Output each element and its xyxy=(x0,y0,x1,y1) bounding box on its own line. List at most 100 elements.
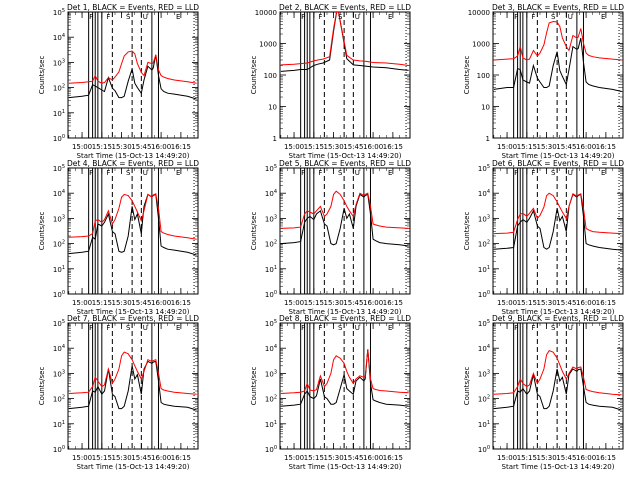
y-tick-label: 105 xyxy=(265,164,277,173)
x-tick-label: 16:00 xyxy=(151,299,171,307)
annotation-label: F xyxy=(106,324,110,332)
y-tick-label: 100 xyxy=(477,72,490,80)
annotation-label: S xyxy=(338,169,343,177)
panel-title: Det 1, BLACK = Events, RED = LLD xyxy=(67,3,199,12)
x-tick-label: 15:30 xyxy=(111,299,131,307)
annotation-label: P xyxy=(301,13,305,21)
x-tick-label: 15:15 xyxy=(517,299,537,307)
y-tick-label: 104 xyxy=(265,344,277,353)
x-tick-label: 15:15 xyxy=(304,143,324,151)
annotation-label: P xyxy=(301,324,305,332)
y-tick-label: 102 xyxy=(53,240,65,249)
y-axis-label: Counts/sec xyxy=(250,367,258,406)
x-tick-label: 16:15 xyxy=(596,454,616,462)
panel-title: Det 3, BLACK = Events, RED = LLD xyxy=(492,3,624,12)
events-series-line xyxy=(68,54,197,100)
plot-frame xyxy=(67,11,199,139)
events-series-line xyxy=(493,193,622,251)
x-tick-label: 15:15 xyxy=(517,454,537,462)
panel-title: Det 5, BLACK = Events, RED = LLD xyxy=(279,159,411,168)
y-tick-label: 1 xyxy=(273,135,277,143)
x-tick-label: 15:15 xyxy=(304,299,324,307)
lld-series-line xyxy=(68,351,197,395)
plot-frame xyxy=(67,322,199,450)
y-tick-label: 104 xyxy=(53,189,65,198)
y-tick-label: 103 xyxy=(53,58,65,67)
y-tick-label: 10000 xyxy=(468,9,490,17)
y-axis-label: Counts/sec xyxy=(463,56,471,95)
annotation-label: S xyxy=(126,324,131,332)
y-tick-label: 104 xyxy=(53,33,65,42)
plot-frame xyxy=(492,167,624,295)
x-tick-label: 16:00 xyxy=(151,143,171,151)
y-tick-label: 10 xyxy=(268,104,277,112)
annotation-label: E xyxy=(388,169,392,177)
annotation-label: P xyxy=(514,169,518,177)
x-tick-label: 15:00 xyxy=(284,454,304,462)
lld-series-line xyxy=(280,349,409,394)
events-series-line xyxy=(68,193,197,256)
annotation-label: F xyxy=(531,324,535,332)
plot-frame xyxy=(279,322,411,450)
x-tick-label: 16:15 xyxy=(171,454,191,462)
annotation-label: S xyxy=(126,13,131,21)
y-tick-label: 101 xyxy=(53,420,65,429)
y-tick-label: 105 xyxy=(478,319,490,328)
x-tick-label: 15:30 xyxy=(323,299,343,307)
panel-title: Det 7, BLACK = Events, RED = LLD xyxy=(67,314,199,323)
y-axis-label: Counts/sec xyxy=(38,212,46,251)
y-tick-label: 101 xyxy=(478,420,490,429)
y-tick-label: 103 xyxy=(478,214,490,223)
y-tick-label: 105 xyxy=(53,8,65,17)
detector-panel-2: 1 10 100 1000 10000 15:00 15:15 15:30 15:45 16:00… xyxy=(250,3,411,160)
annotation-label: E xyxy=(601,13,605,21)
y-axis-label: Counts/sec xyxy=(250,212,258,251)
y-axis-label: Counts/sec xyxy=(38,56,46,95)
x-tick-label: 16:00 xyxy=(576,299,596,307)
plot-frame xyxy=(67,167,199,295)
y-tick-label: 103 xyxy=(265,369,277,378)
y-tick-label: 100 xyxy=(264,72,277,80)
y-tick-label: 105 xyxy=(265,319,277,328)
y-axis-label: Counts/sec xyxy=(250,56,258,95)
annotation-label: U xyxy=(143,13,148,21)
annotation-label: U xyxy=(355,324,360,332)
x-tick-label: 16:00 xyxy=(363,454,383,462)
x-tick-label: 15:00 xyxy=(284,299,304,307)
y-tick-label: 10000 xyxy=(255,9,277,17)
y-tick-label: 101 xyxy=(53,265,65,274)
x-tick-label: 15:00 xyxy=(497,143,517,151)
panel-title: Det 4, BLACK = Events, RED = LLD xyxy=(67,159,199,168)
y-tick-label: 103 xyxy=(53,369,65,378)
annotation-label: E xyxy=(388,324,392,332)
x-axis-label: Start Time (15-Oct-13 14:49:20) xyxy=(502,152,615,160)
x-tick-label: 15:15 xyxy=(92,143,112,151)
y-axis-label: Counts/sec xyxy=(38,367,46,406)
y-tick-label: 104 xyxy=(53,344,65,353)
annotation-label: E xyxy=(176,169,180,177)
y-tick-label: 101 xyxy=(478,265,490,274)
y-tick-label: 100 xyxy=(53,134,65,143)
annotation-label: P xyxy=(89,13,93,21)
y-tick-label: 103 xyxy=(53,214,65,223)
x-tick-label: 15:45 xyxy=(556,299,576,307)
x-tick-label: 15:15 xyxy=(92,454,112,462)
annotation-label: E xyxy=(176,13,180,21)
annotation-label: E xyxy=(601,169,605,177)
y-tick-label: 100 xyxy=(478,445,490,454)
x-axis-label: Start Time (15-Oct-13 14:49:20) xyxy=(289,463,402,471)
events-series-line xyxy=(280,349,409,407)
x-axis-label: Start Time (15-Oct-13 14:49:20) xyxy=(77,308,190,316)
lld-series-line xyxy=(280,190,409,229)
x-tick-label: 15:30 xyxy=(536,143,556,151)
x-tick-label: 15:15 xyxy=(92,299,112,307)
y-axis-label: Counts/sec xyxy=(463,212,471,251)
y-tick-label: 1 xyxy=(486,135,490,143)
annotation-label: F xyxy=(531,13,535,21)
x-tick-label: 16:15 xyxy=(383,454,403,462)
lld-series-line xyxy=(68,193,197,240)
